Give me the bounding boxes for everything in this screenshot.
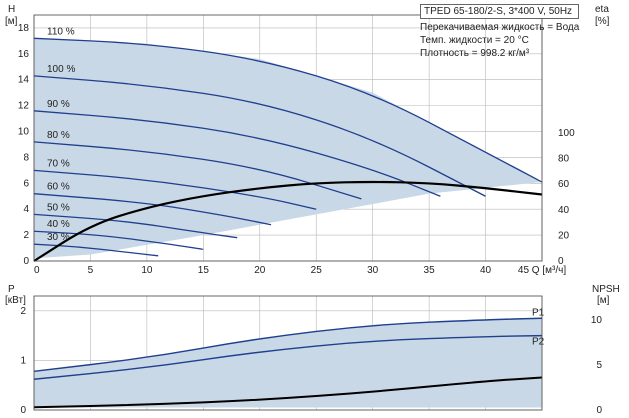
y-tick-label: 16 — [18, 49, 30, 60]
plot-frame-lower — [33, 295, 543, 411]
head-curve-label: 80 % — [47, 130, 70, 141]
head-curve-label: 70 % — [47, 158, 70, 169]
power-curve-label: P1 — [532, 307, 545, 318]
p-axis-label: P — [8, 284, 15, 295]
efficiency-curve — [33, 180, 543, 262]
npsh-tick-label: 10 — [591, 315, 603, 326]
head-curve — [33, 37, 543, 183]
x-tick-label: 20 — [254, 265, 266, 276]
x-tick-label: 30 — [367, 265, 379, 276]
x-tick-label: 10 — [141, 265, 153, 276]
p-tick-label: 0 — [20, 405, 26, 416]
power-curve-label: P2 — [532, 337, 545, 348]
head-curve-label: 110 % — [47, 26, 75, 37]
y-tick-label: 8 — [23, 152, 29, 163]
power-area — [34, 318, 542, 408]
y2-tick-label: 100 — [558, 128, 575, 139]
head-curve — [33, 169, 317, 210]
head-curve — [33, 230, 204, 250]
y2-tick-label: 20 — [558, 230, 570, 241]
y-tick-label: 4 — [23, 204, 29, 215]
head-curve-label: 100 % — [47, 64, 75, 75]
y2-tick-label: 80 — [558, 154, 570, 165]
y-axis-label: H — [8, 4, 15, 15]
model-title: TPED 65-180/2-S, 3*400 V, 50Hz — [420, 4, 580, 19]
x-tick-label: 40 — [480, 265, 492, 276]
head-curve — [33, 193, 272, 226]
y-axis-unit: [м] — [5, 16, 18, 27]
head-curve — [33, 75, 486, 197]
plot-frame-upper — [33, 14, 543, 262]
npsh-axis-unit: [м] — [597, 295, 610, 306]
density-label: Плотность = 998.2 кг/м³ — [420, 48, 530, 59]
operating-area — [34, 38, 542, 259]
info-box: TPED 65-180/2-S, 3*400 V, 50Hz Перекачив… — [420, 4, 580, 60]
y2-tick-label: 60 — [558, 179, 570, 190]
y2-axis-unit: [%] — [595, 16, 610, 27]
head-curve-label: 40 % — [47, 219, 70, 230]
x-tick-label: 15 — [198, 265, 210, 276]
power-curve — [33, 334, 543, 380]
y-tick-label: 2 — [23, 230, 29, 241]
x-tick-label: 5 — [88, 265, 94, 276]
p-tick-label: 1 — [20, 355, 26, 366]
y-tick-label: 14 — [18, 75, 30, 86]
head-curve-label: 30 % — [47, 232, 70, 243]
y2-axis-label: eta — [595, 4, 609, 15]
p-axis-unit: [кВт] — [5, 295, 26, 306]
y-tick-label: 0 — [23, 256, 29, 267]
x-tick-label: 0 — [34, 265, 40, 276]
y2-tick-label: 0 — [558, 256, 564, 267]
y-tick-label: 10 — [18, 127, 30, 138]
x-tick-label: 25 — [311, 265, 323, 276]
head-curve — [33, 141, 362, 200]
npsh-tick-label: 0 — [596, 405, 602, 416]
npsh-axis-label: NPSH — [592, 284, 620, 295]
y-tick-label: 12 — [18, 101, 30, 112]
head-curve-label: 90 % — [47, 99, 70, 110]
npsh-curve — [33, 376, 543, 409]
power-curve — [33, 317, 543, 373]
head-curve-label: 60 % — [47, 182, 70, 193]
head-curve — [33, 243, 159, 257]
x-tick-label: 35 — [424, 265, 436, 276]
npsh-tick-label: 5 — [596, 360, 602, 371]
p-tick-label: 2 — [20, 306, 26, 317]
head-curve-label: 50 % — [47, 202, 70, 213]
y2-tick-label: 40 — [558, 205, 570, 216]
temp-label: Темп. жидкости = 20 °C — [420, 35, 529, 46]
y-tick-label: 6 — [23, 178, 29, 189]
x-tick-label: 45 Q [м³/ч] — [518, 265, 566, 276]
liquid-label: Перекачиваемая жидкость = Вода — [420, 22, 580, 33]
head-curve — [33, 213, 238, 239]
y-tick-label: 18 — [18, 23, 30, 34]
